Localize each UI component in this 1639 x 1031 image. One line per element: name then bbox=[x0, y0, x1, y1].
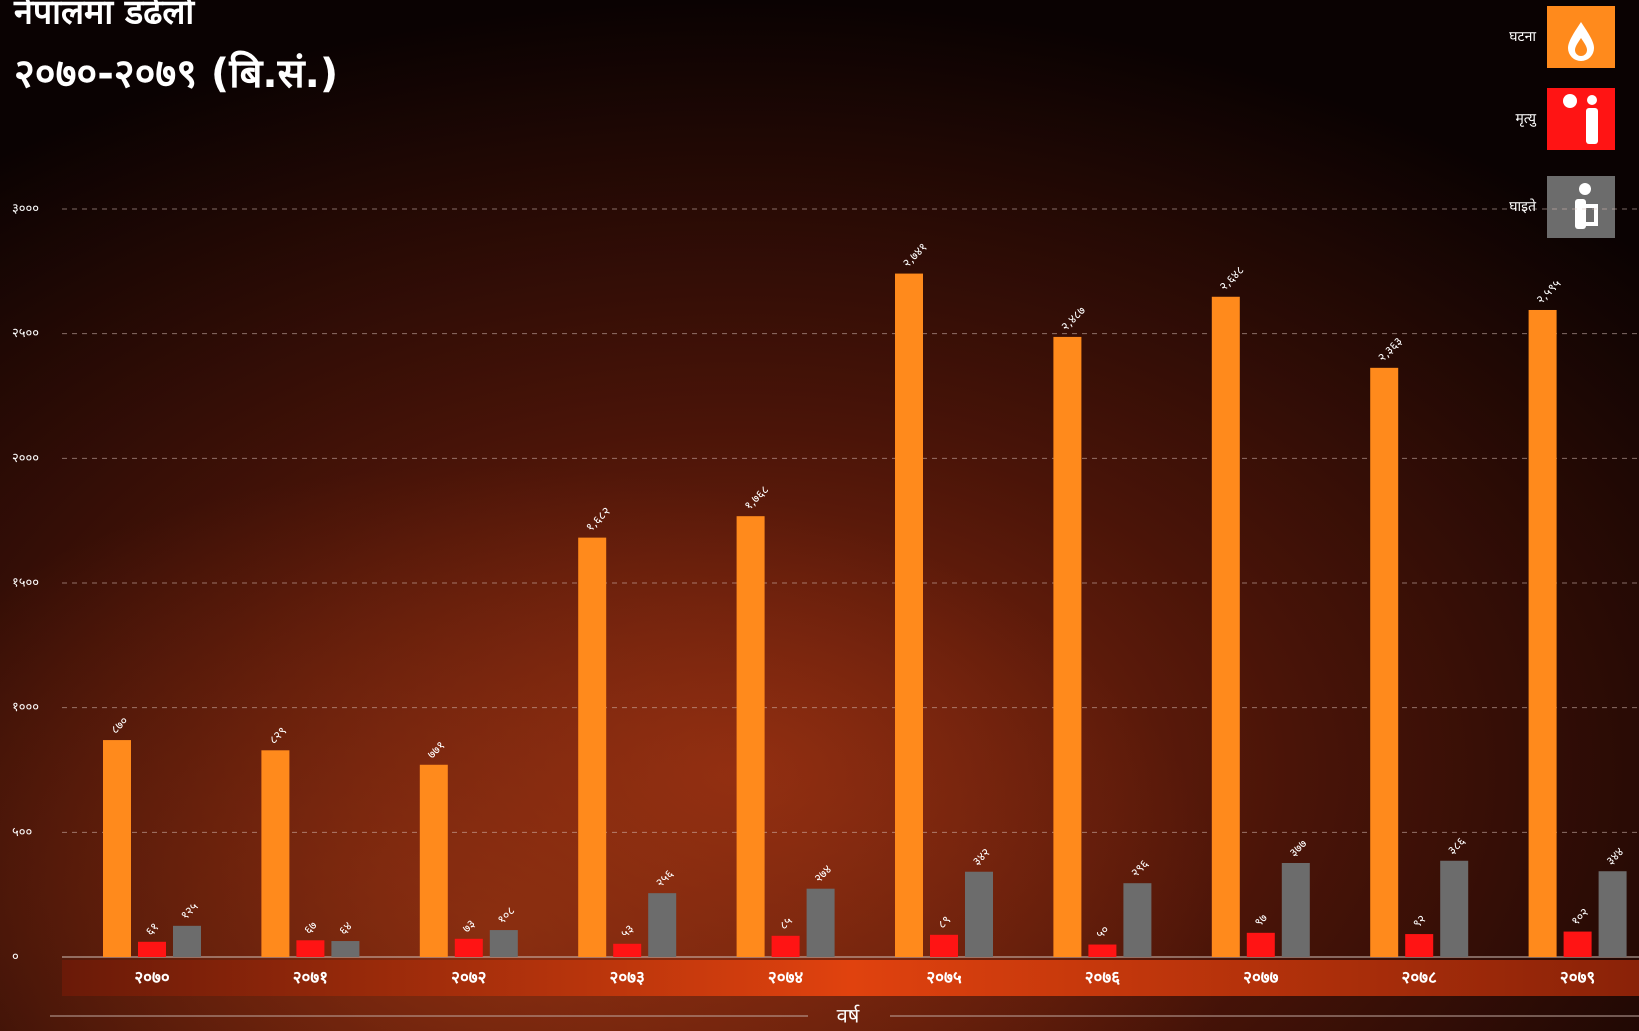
bar bbox=[1211, 296, 1240, 957]
legend-icons bbox=[1547, 6, 1615, 238]
y-tick-label: ५०० bbox=[12, 825, 32, 840]
y-tick-label: ० bbox=[12, 950, 19, 965]
x-tick-label: २०७४ bbox=[768, 968, 804, 988]
person-body bbox=[1586, 108, 1598, 144]
legend-label: मृत्यु bbox=[1515, 111, 1537, 127]
person-head bbox=[1587, 95, 1597, 105]
bar bbox=[648, 893, 677, 957]
sling bbox=[1586, 204, 1598, 226]
bar bbox=[1563, 931, 1592, 957]
bar bbox=[1281, 863, 1310, 957]
bar bbox=[138, 941, 166, 957]
bar bbox=[1053, 336, 1082, 958]
bar bbox=[103, 740, 131, 957]
bar bbox=[806, 888, 835, 957]
y-tick-label: १५०० bbox=[12, 576, 39, 591]
bar bbox=[173, 925, 201, 957]
y-tick-label: १००० bbox=[12, 700, 39, 715]
bar bbox=[736, 516, 765, 957]
x-tick-label: २०७६ bbox=[1085, 968, 1121, 988]
bar bbox=[613, 943, 642, 957]
bar bbox=[1246, 932, 1275, 957]
bar bbox=[771, 935, 800, 957]
bar bbox=[1405, 934, 1434, 957]
bar bbox=[895, 273, 923, 957]
bar bbox=[578, 537, 607, 957]
legend-icon bbox=[1547, 88, 1615, 150]
x-tick-label: २०७८ bbox=[1402, 968, 1438, 988]
bar bbox=[489, 930, 518, 957]
bar bbox=[1528, 309, 1557, 958]
bar bbox=[1088, 944, 1117, 957]
x-tick-label: २०७२ bbox=[451, 968, 486, 988]
category-band bbox=[62, 960, 1639, 996]
bar bbox=[965, 871, 993, 957]
bar bbox=[1440, 860, 1469, 957]
fire-icon-inner bbox=[1575, 38, 1587, 56]
y-tick-label: २५०० bbox=[12, 326, 39, 341]
chart-subtitle: २०७०-२०७९ (बि.सं.) bbox=[14, 50, 338, 97]
person-head bbox=[1579, 183, 1591, 195]
x-tick-label: २०७७ bbox=[1243, 968, 1279, 988]
person-body bbox=[1575, 199, 1586, 229]
bar bbox=[296, 940, 325, 957]
cross-icon bbox=[1563, 94, 1577, 108]
x-tick-label: २०७५ bbox=[926, 968, 962, 988]
legend-label: घटना bbox=[1509, 29, 1536, 45]
x-tick-label: २०७९ bbox=[1560, 968, 1595, 988]
bar bbox=[331, 941, 360, 957]
x-tick-label: २०७० bbox=[134, 968, 170, 988]
bar bbox=[454, 938, 483, 957]
bar bbox=[261, 750, 290, 957]
legend-label: घाइते bbox=[1509, 198, 1537, 215]
x-axis-title: वर्ष bbox=[837, 1004, 861, 1028]
bar bbox=[1598, 871, 1627, 957]
x-tick-label: २०७१ bbox=[293, 968, 328, 988]
x-tick-label: २०७३ bbox=[610, 968, 645, 988]
chart-title: नेपालमा डढेलो bbox=[13, 0, 195, 33]
bar bbox=[930, 934, 958, 957]
bar bbox=[1123, 883, 1152, 957]
bar bbox=[419, 764, 448, 957]
bar bbox=[1370, 367, 1399, 958]
y-tick-label: २००० bbox=[12, 451, 39, 466]
y-tick-label: ३००० bbox=[12, 202, 39, 217]
